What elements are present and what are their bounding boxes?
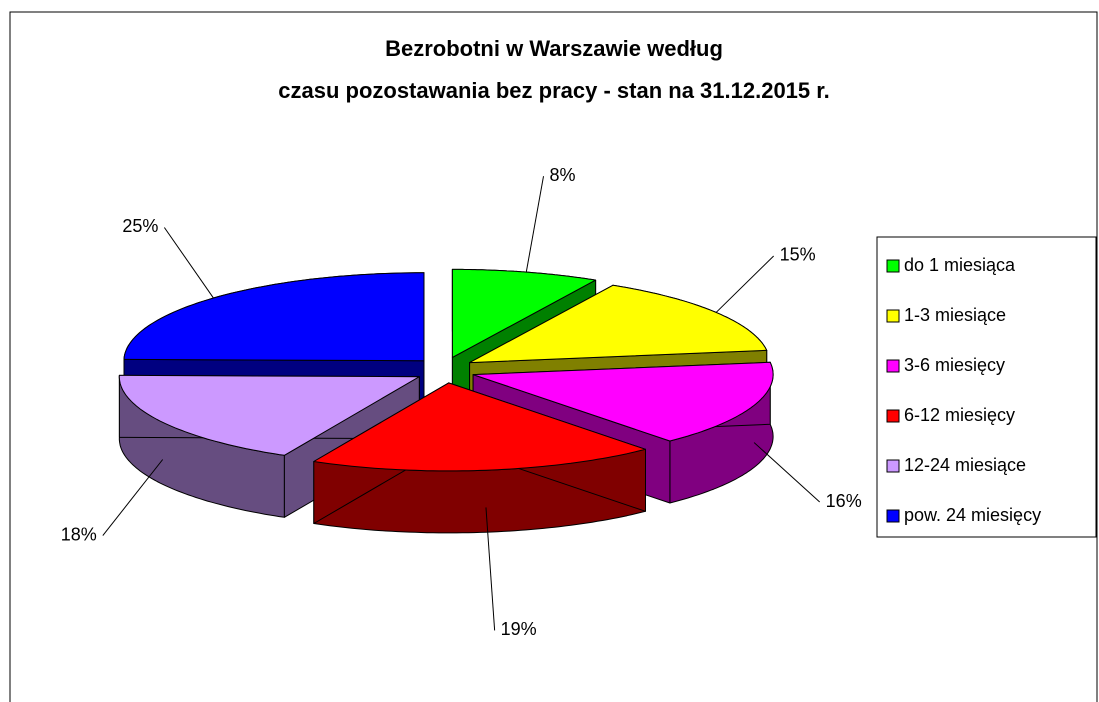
leader-line — [525, 176, 545, 273]
legend-swatch — [886, 359, 900, 373]
legend-swatch — [886, 509, 900, 523]
leader-line — [485, 507, 496, 631]
leader-line — [102, 459, 164, 536]
legend-label: 1-3 miesiące — [904, 305, 1006, 325]
slice-top — [118, 374, 420, 456]
data-label: 19% — [501, 619, 537, 639]
data-label: 15% — [780, 245, 816, 265]
legend-label: 12-24 miesiące — [904, 455, 1026, 475]
legend-swatch — [886, 309, 900, 323]
leader-line — [715, 255, 774, 313]
legend-swatch — [886, 409, 900, 423]
slice-top — [472, 361, 774, 442]
slice — [313, 382, 646, 534]
legend-swatch — [886, 259, 900, 273]
legend-label: do 1 miesiąca — [904, 255, 1016, 275]
data-label: 8% — [550, 165, 576, 185]
slice-top — [469, 284, 768, 364]
legend-swatch — [886, 459, 900, 473]
leader-line — [163, 227, 214, 299]
data-label: 25% — [122, 216, 158, 236]
slice-top — [313, 382, 646, 472]
legend-label: 6-12 miesięcy — [904, 405, 1015, 425]
data-label: 18% — [61, 524, 97, 544]
legend-box — [876, 236, 1097, 538]
chart-title: Bezrobotni w Warszawie według — [385, 36, 723, 61]
chart-border — [9, 11, 1098, 702]
leader-line — [753, 442, 821, 503]
legend-label: pow. 24 miesięcy — [904, 505, 1041, 525]
chart-title: czasu pozostawania bez pracy - stan na 3… — [278, 78, 829, 103]
data-label: 16% — [826, 491, 862, 511]
legend-label: 3-6 miesięcy — [904, 355, 1005, 375]
